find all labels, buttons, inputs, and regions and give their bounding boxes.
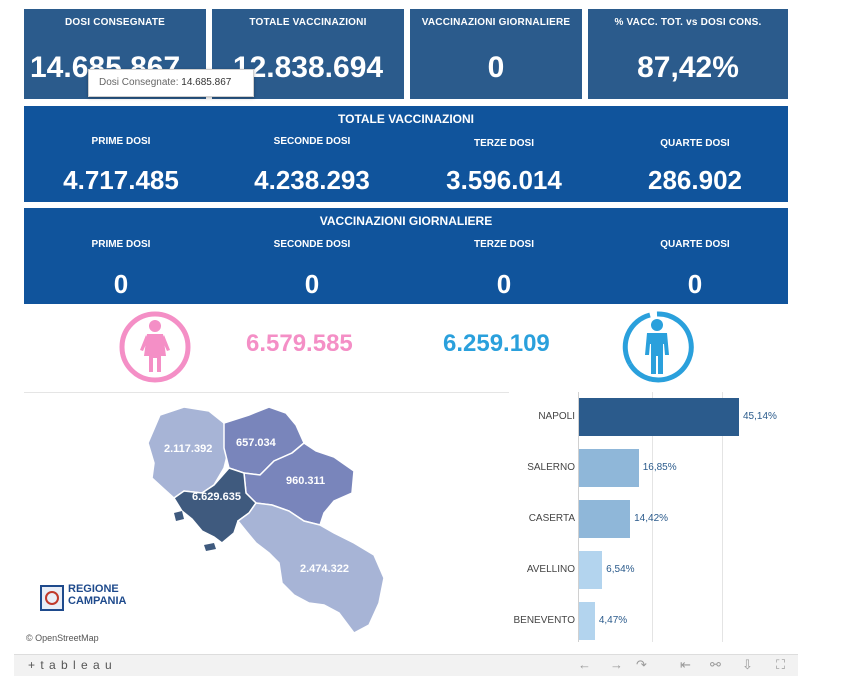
logo-line2: CAMPANIA (68, 595, 127, 607)
col-label: PRIME DOSI (91, 136, 151, 147)
label-caserta: 2.117.392 (164, 443, 213, 455)
label-salerno: 2.474.322 (300, 563, 349, 575)
band-title: TOTALE VACCINAZIONI (338, 112, 474, 126)
kpi-totale-vaccinazioni[interactable]: TOTALE VACCINAZIONI 12.838.694 (212, 9, 404, 99)
logo-line1: REGIONE (68, 583, 119, 595)
female-icon (118, 310, 192, 384)
female-total: 6.579.585 (246, 330, 353, 357)
bar-value-label: 16,85% (642, 462, 677, 473)
band-title: VACCINAZIONI GIORNALIERE (319, 214, 493, 228)
tableau-logo[interactable]: + t a b l e a u (28, 658, 113, 672)
tooltip: Dosi Consegnate: 14.685.867 (88, 69, 254, 97)
province-salerno (236, 502, 385, 634)
island-ischia (174, 511, 184, 521)
col-value[interactable]: 0 (496, 269, 512, 299)
bar-value-label: 14,42% (634, 513, 669, 524)
col-value[interactable]: 0 (304, 269, 320, 299)
chart-axis-line (578, 392, 579, 642)
bar-value-label: 45,14% (743, 411, 777, 422)
kpi-value: 0 (487, 51, 505, 84)
bar[interactable] (579, 398, 739, 436)
redo-icon[interactable]: → (610, 657, 623, 672)
tooltip-value: 14.685.867 (181, 77, 232, 88)
logo-emblem-icon (40, 585, 64, 611)
bar-value-label: 6,54% (606, 564, 635, 575)
col-value[interactable]: 4.717.485 (63, 165, 179, 195)
male-icon (620, 310, 694, 384)
col-value[interactable]: 0 (687, 269, 703, 299)
kpi-title: TOTALE VACCINAZIONI (249, 17, 367, 28)
tableau-toolbar: + t a b l e a u ← → ↷ ⇤ ⚯ ⇩ ⛶ (14, 654, 798, 676)
map-attribution[interactable]: © OpenStreetMap (26, 633, 99, 643)
col-label: TERZE DOSI (473, 239, 534, 250)
label-avellino: 960.311 (286, 475, 326, 487)
campania-map[interactable]: 2.117.392 657.034 960.311 6.629.635 2.47… (24, 392, 509, 644)
bar[interactable] (579, 602, 595, 640)
bar-category-label: BENEVENTO (513, 615, 576, 626)
chart-grid-line (652, 392, 653, 642)
fullscreen-icon[interactable]: ⛶ (776, 657, 786, 672)
bar[interactable] (579, 500, 631, 538)
kpi-value: 87,42% (637, 51, 739, 84)
bar[interactable] (579, 551, 603, 589)
reset-icon[interactable]: ⇤ (680, 657, 691, 672)
kpi-value: 12.838.694 (232, 51, 384, 84)
label-benevento: 657.034 (236, 437, 276, 449)
col-value[interactable]: 3.596.014 (446, 165, 562, 195)
kpi-title: DOSI CONSEGNATE (64, 17, 166, 28)
regione-campania-logo: REGIONE CAMPANIA (40, 583, 160, 617)
revert-icon[interactable]: ↷ (636, 657, 647, 672)
col-label: QUARTE DOSI (660, 239, 730, 250)
map-svg (147, 406, 385, 634)
col-label: TERZE DOSI (473, 138, 534, 149)
col-value[interactable]: 286.902 (648, 165, 742, 195)
col-value[interactable]: 4.238.293 (254, 165, 370, 195)
bar-category-label: CASERTA (528, 513, 575, 524)
col-label: QUARTE DOSI (660, 138, 730, 149)
col-label: PRIME DOSI (91, 239, 151, 250)
label-napoli: 6.629.635 (192, 491, 241, 503)
bar-category-label: AVELLINO (526, 564, 575, 575)
col-label: SECONDE DOSI (273, 136, 351, 147)
undo-icon[interactable]: ← (578, 657, 591, 672)
col-value[interactable]: 0 (113, 269, 129, 299)
kpi-title: VACCINAZIONI GIORNALIERE (421, 17, 571, 28)
island-capri (204, 543, 216, 551)
tooltip-label: Dosi Consegnate: (99, 77, 179, 88)
share-icon[interactable]: ⚯ (710, 657, 721, 672)
chart-grid-line (722, 392, 723, 642)
bar-category-label: SALERNO (527, 462, 575, 473)
province-bar-chart: NAPOLI 45,14% SALERNO 16,85% CASERTA 14,42% AV… (505, 392, 795, 644)
bar-category-label: NAPOLI (538, 411, 575, 422)
col-label: SECONDE DOSI (273, 239, 351, 250)
kpi-percent-vacc[interactable]: % VACC. TOT. vs DOSI CONS. 87,42% (588, 9, 788, 99)
download-icon[interactable]: ⇩ (742, 657, 753, 672)
male-total: 6.259.109 (443, 330, 550, 357)
kpi-title: % VACC. TOT. vs DOSI CONS. (614, 17, 762, 28)
bar-value-label: 4,47% (598, 615, 628, 626)
kpi-vaccinazioni-giornaliere[interactable]: VACCINAZIONI GIORNALIERE 0 (410, 9, 582, 99)
totale-vaccinazioni-band: TOTALE VACCINAZIONI PRIME DOSI SECONDE D… (24, 106, 788, 202)
bar[interactable] (579, 449, 639, 487)
vaccinazioni-giornaliere-band: VACCINAZIONI GIORNALIERE PRIME DOSI SECO… (24, 208, 788, 304)
